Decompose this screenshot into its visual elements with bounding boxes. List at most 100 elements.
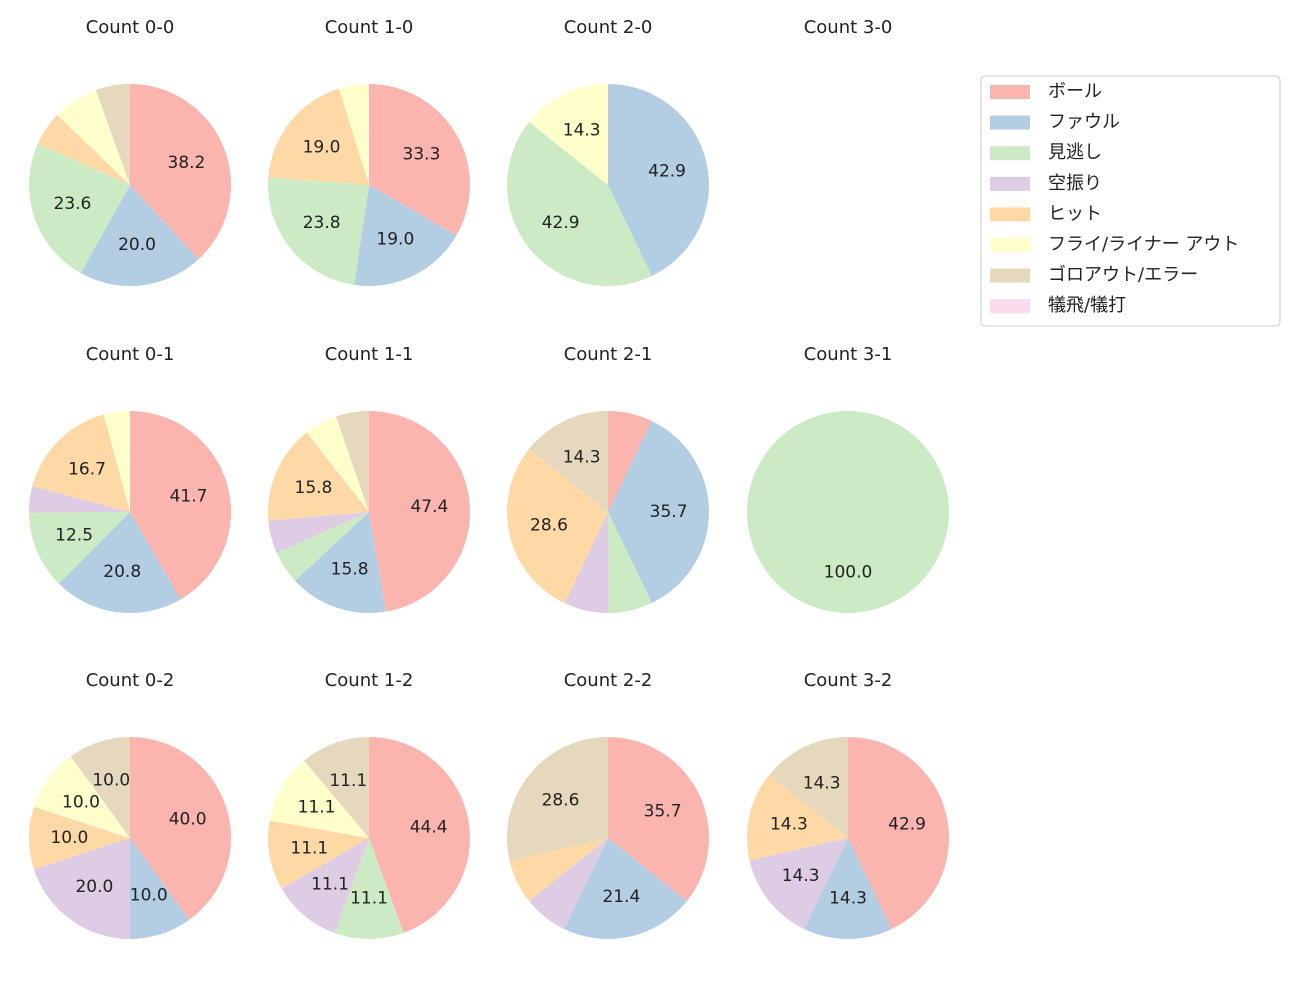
pie-slice <box>608 84 710 276</box>
pie-slice <box>564 512 609 613</box>
slice-label: 28.6 <box>530 516 568 536</box>
pie-slice <box>528 411 608 512</box>
legend-label: 空振り <box>1048 173 1102 194</box>
pie-slice <box>130 84 231 260</box>
pie-slice <box>29 486 130 513</box>
pie-slice <box>281 838 369 933</box>
slice-label: 10.0 <box>50 828 88 848</box>
pie-slice <box>130 838 190 939</box>
pie-slice <box>130 411 231 600</box>
legend-swatch <box>990 207 1030 222</box>
pie-slice <box>338 84 369 185</box>
pie-slice <box>306 416 369 512</box>
slice-label: 14.3 <box>782 866 820 886</box>
pie-slice <box>268 88 369 185</box>
slice-label: 11.1 <box>350 889 388 909</box>
chart-title: Count 2-1 <box>564 344 653 365</box>
pie-slice <box>33 756 130 838</box>
slice-label: 42.9 <box>888 815 926 835</box>
slice-label: 20.0 <box>118 235 156 255</box>
slice-label: 33.3 <box>403 145 441 165</box>
slice-label: 14.3 <box>803 773 841 793</box>
slice-label: 35.7 <box>650 502 688 522</box>
slice-label: 15.8 <box>331 559 369 579</box>
chart-title: Count 2-2 <box>564 670 653 691</box>
pie-slice <box>564 838 687 939</box>
pie-slice <box>369 737 471 933</box>
legend-swatch <box>990 268 1030 283</box>
slice-label: 19.0 <box>303 137 341 157</box>
slice-label: 10.0 <box>62 792 100 812</box>
pie-slice <box>354 185 457 286</box>
pie-slice <box>29 512 130 584</box>
slice-label: 11.1 <box>311 874 349 894</box>
legend-label: 犠飛/犠打 <box>1048 295 1126 316</box>
pie-slice <box>336 411 369 512</box>
pie-slice <box>749 838 848 929</box>
pie-slice <box>608 737 709 902</box>
pie-slice <box>529 838 608 929</box>
slice-label: 14.3 <box>770 815 808 835</box>
slice-label: 20.8 <box>103 562 141 582</box>
pie-slice <box>509 838 608 902</box>
pie-slice <box>295 512 387 613</box>
pie-slice <box>747 775 848 861</box>
slice-label: 16.7 <box>68 459 106 479</box>
slice-label: 47.4 <box>410 497 448 517</box>
pie-slice <box>28 806 131 870</box>
legend-label: ボール <box>1048 81 1102 102</box>
pie-slice <box>507 122 652 287</box>
slice-label: 11.1 <box>290 839 328 859</box>
pie-slice <box>37 114 131 185</box>
legend-label: フライ/ライナー アウト <box>1048 234 1239 255</box>
pie-slice <box>95 84 130 185</box>
pie-slice <box>28 143 130 274</box>
pie-slice <box>58 512 181 613</box>
legend-label: ヒット <box>1048 203 1102 224</box>
slice-label: 41.7 <box>170 486 208 506</box>
pie-slice <box>268 177 369 285</box>
pie-slice <box>608 411 652 512</box>
pie-slice <box>529 84 608 185</box>
slice-label: 21.4 <box>602 887 640 907</box>
pie-slice <box>276 512 369 581</box>
slice-label: 14.3 <box>563 120 601 140</box>
slice-label: 44.4 <box>410 817 448 837</box>
slice-label: 35.7 <box>644 802 682 822</box>
pie-slice <box>33 838 130 939</box>
legend-swatch <box>990 115 1030 130</box>
slice-label: 42.9 <box>648 162 686 182</box>
legend-swatch <box>990 238 1030 252</box>
legend-label: ゴロアウト/エラー <box>1048 265 1198 286</box>
pie-slice <box>268 432 369 521</box>
pie-slice <box>369 84 470 236</box>
chart-title: Count 3-2 <box>804 670 893 691</box>
pie-slice <box>268 512 369 553</box>
legend-label: 見逃し <box>1048 142 1102 163</box>
pie-slice <box>804 838 892 939</box>
pie-slice <box>747 411 949 613</box>
chart-title: Count 0-2 <box>86 670 175 691</box>
slice-label: 14.3 <box>563 447 601 467</box>
pie-slice <box>130 737 232 920</box>
slice-label: 19.0 <box>376 230 414 250</box>
slice-label: 14.3 <box>829 889 867 909</box>
legend-label: ファウル <box>1048 112 1120 133</box>
slice-label: 100.0 <box>824 563 873 583</box>
pie-slice <box>506 737 608 861</box>
chart-title: Count 1-0 <box>325 17 414 38</box>
slice-label: 42.9 <box>542 213 580 233</box>
pie-slice <box>848 737 950 929</box>
slice-label: 38.2 <box>168 153 206 173</box>
pie-slice <box>269 760 369 838</box>
pie-slice <box>268 820 369 889</box>
legend-swatch <box>990 176 1030 191</box>
slice-label: 10.0 <box>92 770 130 790</box>
slice-label: 28.6 <box>542 790 580 810</box>
pie-slice <box>507 449 608 604</box>
slice-label: 11.1 <box>298 798 336 818</box>
slice-label: 15.8 <box>295 478 333 498</box>
chart-title: Count 2-0 <box>564 17 653 38</box>
